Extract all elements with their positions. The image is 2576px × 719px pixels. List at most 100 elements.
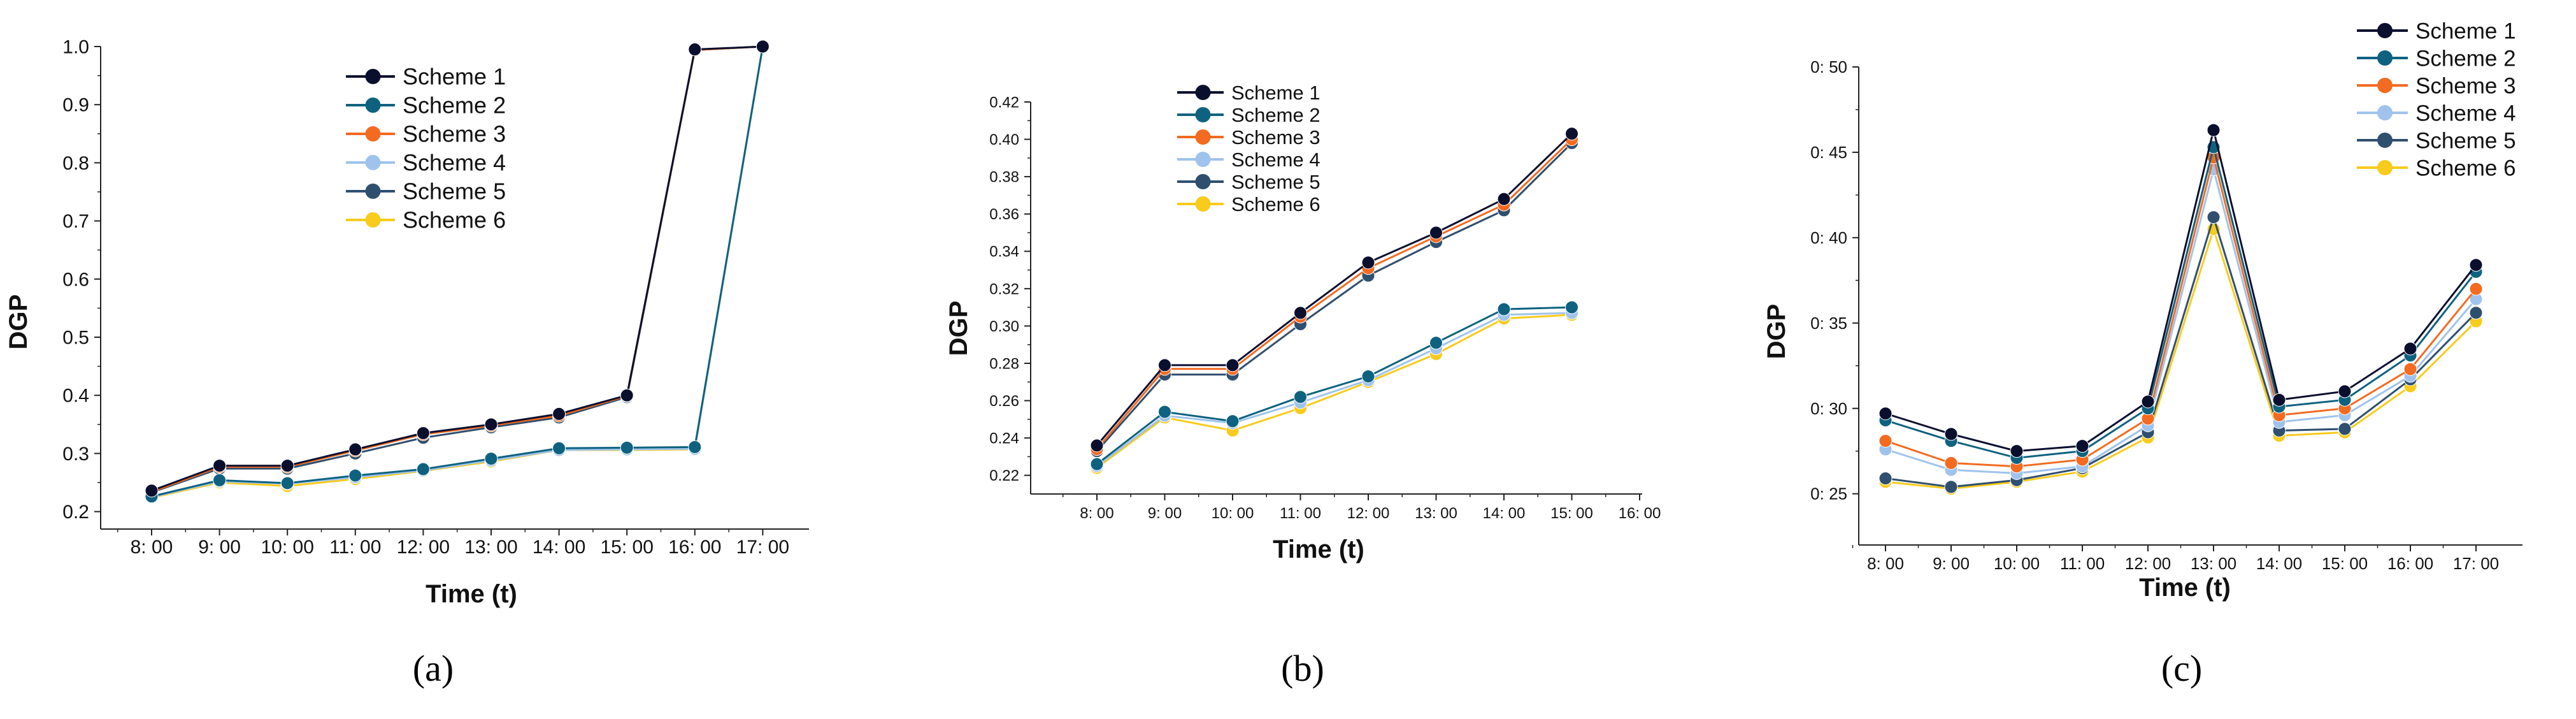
legend-marker-scheme-5	[2377, 133, 2393, 148]
data-point-scheme-1	[2207, 123, 2221, 137]
x-tick-label: 10: 00	[261, 537, 313, 558]
x-tick-label: 8: 00	[131, 537, 173, 558]
x-tick-label: 8: 00	[1080, 505, 1113, 522]
data-point-scheme-3	[2469, 282, 2483, 296]
x-tick-label: 11: 00	[329, 537, 381, 558]
legend-label-scheme-2: Scheme 2	[1231, 104, 1320, 126]
chart-panel-c: 0: 25 0: 30 0: 35 0: 40 0: 45 0: 50 8: 00 9: 00…	[1763, 18, 2522, 689]
data-point-scheme-1	[2403, 342, 2417, 356]
data-point-scheme-2	[620, 440, 634, 454]
legend-marker-scheme-2	[2377, 50, 2393, 66]
data-point-scheme-3	[2403, 362, 2417, 376]
y-tick-label: 0: 25	[1810, 484, 1847, 504]
data-point-scheme-1	[620, 388, 634, 402]
panel-label: (a)	[413, 648, 454, 689]
data-point-scheme-1	[688, 43, 702, 57]
legend-marker-scheme-1	[1195, 85, 1211, 100]
legend-label-scheme-4: Scheme 4	[2415, 101, 2516, 126]
y-tick-label: 0.7	[62, 211, 89, 232]
x-tick-label: 9: 00	[1148, 505, 1182, 522]
data-point-scheme-2	[280, 476, 294, 490]
data-point-scheme-2	[1090, 457, 1104, 471]
y-tick-label: 0.5	[62, 328, 89, 349]
y-tick-label: 0: 40	[1810, 228, 1847, 247]
legend-label-scheme-6: Scheme 6	[1231, 193, 1320, 215]
series-line-scheme-5	[1885, 214, 2477, 488]
legend-label-scheme-3: Scheme 3	[1231, 126, 1320, 149]
y-tick-label: 0.32	[989, 280, 1019, 298]
data-point-scheme-1	[2338, 384, 2352, 398]
data-point-scheme-1	[1565, 127, 1578, 141]
x-axis-title: Time (t)	[2139, 574, 2231, 602]
x-tick-label: 11: 00	[1280, 505, 1321, 522]
legend-marker-scheme-1	[2377, 23, 2393, 38]
y-tick-label: 0.30	[989, 318, 1019, 335]
data-point-scheme-1	[348, 442, 362, 456]
series-line-scheme-6	[1885, 226, 2477, 490]
y-tick-label: 0.28	[989, 355, 1019, 372]
y-tick-label: 0.3	[62, 444, 89, 465]
data-point-scheme-2	[1158, 405, 1171, 419]
series-line-scheme-4	[1885, 169, 2477, 475]
y-tick-label: 0: 30	[1810, 399, 1847, 418]
series-line-scheme-6	[1096, 314, 1572, 469]
x-tick-label: 16: 00	[2387, 554, 2433, 573]
x-axis-title: Time (t)	[1273, 535, 1364, 563]
data-point-scheme-1	[1361, 256, 1375, 270]
y-axis-title: DGP	[945, 301, 973, 356]
x-tick-label: 14: 00	[533, 537, 585, 558]
panel-label: (b)	[1281, 648, 1324, 689]
series-line-scheme-2	[1885, 147, 2477, 459]
x-tick-label: 9: 00	[1933, 554, 1970, 573]
legend-label-scheme-3: Scheme 3	[2415, 73, 2516, 98]
data-point-scheme-2	[348, 468, 362, 483]
legend-label-scheme-2: Scheme 2	[2415, 46, 2516, 71]
data-point-scheme-2	[1226, 414, 1240, 428]
x-tick-label: 15: 00	[1550, 505, 1593, 522]
legend-label-scheme-1: Scheme 1	[1231, 82, 1320, 104]
data-point-scheme-1	[1158, 358, 1171, 372]
data-point-scheme-1	[2272, 393, 2286, 407]
x-tick-label: 10: 00	[1994, 554, 2040, 573]
data-point-scheme-1	[2075, 439, 2089, 453]
data-point-scheme-1	[1294, 306, 1307, 320]
data-point-scheme-1	[1429, 226, 1443, 240]
y-tick-label: 0.40	[989, 131, 1019, 149]
data-point-scheme-1	[552, 407, 566, 421]
y-tick-label: 0.22	[989, 467, 1019, 484]
x-tick-label: 16: 00	[668, 537, 721, 558]
data-point-scheme-1	[1497, 192, 1511, 206]
legend-marker-scheme-6	[2377, 160, 2393, 175]
data-point-scheme-1	[2010, 444, 2024, 458]
data-point-scheme-5	[1944, 480, 1958, 494]
x-tick-label: 12: 00	[397, 537, 450, 558]
legend-marker-scheme-6	[365, 212, 381, 228]
series-line-scheme-1	[1885, 129, 2477, 453]
data-point-scheme-1	[1226, 358, 1240, 372]
y-tick-label: 0.24	[989, 430, 1019, 447]
x-tick-label: 13: 00	[1415, 505, 1457, 522]
series-line-scheme-3	[1096, 138, 1573, 450]
data-point-scheme-1	[145, 484, 159, 498]
series-line-scheme-1	[151, 45, 763, 492]
x-tick-label: 13: 00	[464, 537, 517, 558]
legend-marker-scheme-6	[1195, 196, 1211, 212]
legend-marker-scheme-4	[1195, 152, 1211, 167]
series-line-scheme-1	[1096, 133, 1573, 446]
data-point-scheme-2	[1565, 300, 1578, 314]
data-point-scheme-1	[213, 459, 227, 473]
data-point-scheme-5	[1878, 472, 1893, 486]
legend-marker-scheme-2	[1195, 107, 1211, 122]
legend-label-scheme-2: Scheme 2	[403, 92, 506, 119]
data-point-scheme-1	[484, 418, 498, 432]
data-point-scheme-2	[552, 441, 566, 455]
data-point-scheme-1	[1090, 439, 1104, 453]
legend-marker-scheme-3	[365, 126, 381, 142]
x-tick-label: 13: 00	[2191, 554, 2236, 573]
series-line-scheme-4	[1096, 312, 1572, 467]
x-tick-label: 9: 00	[198, 537, 241, 558]
legend-label-scheme-1: Scheme 1	[403, 64, 506, 90]
legend-marker-scheme-4	[365, 155, 381, 170]
